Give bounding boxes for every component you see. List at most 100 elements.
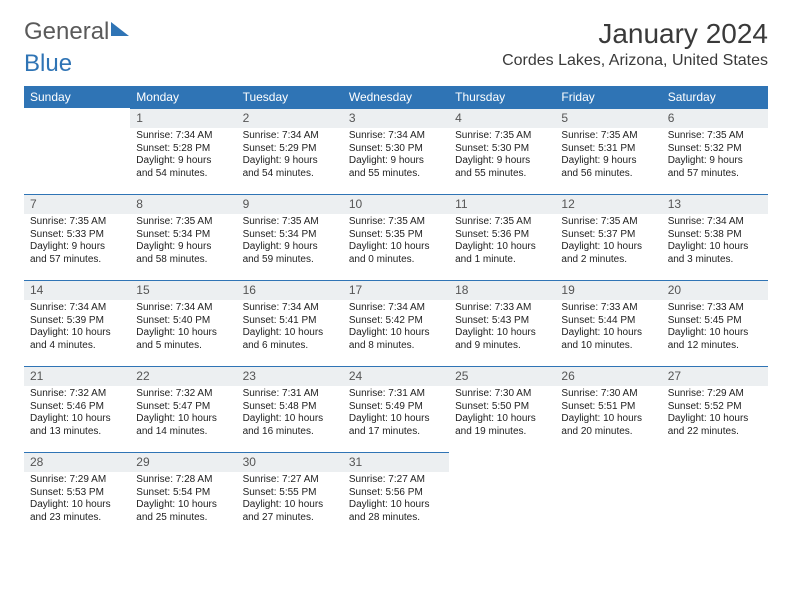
day-body: Sunrise: 7:34 AMSunset: 5:30 PMDaylight:…	[343, 128, 449, 184]
day-body: Sunrise: 7:30 AMSunset: 5:50 PMDaylight:…	[449, 386, 555, 442]
day-number: 2	[237, 108, 343, 128]
day-body: Sunrise: 7:31 AMSunset: 5:49 PMDaylight:…	[343, 386, 449, 442]
calendar-day-cell: 2Sunrise: 7:34 AMSunset: 5:29 PMDaylight…	[237, 108, 343, 194]
day-body: Sunrise: 7:33 AMSunset: 5:43 PMDaylight:…	[449, 300, 555, 356]
day-number: 23	[237, 366, 343, 386]
calendar-week-row: 28Sunrise: 7:29 AMSunset: 5:53 PMDayligh…	[24, 452, 768, 538]
calendar-day-cell: 9Sunrise: 7:35 AMSunset: 5:34 PMDaylight…	[237, 194, 343, 280]
day-body: Sunrise: 7:33 AMSunset: 5:44 PMDaylight:…	[555, 300, 661, 356]
calendar-day-cell: 17Sunrise: 7:34 AMSunset: 5:42 PMDayligh…	[343, 280, 449, 366]
day-number: 15	[130, 280, 236, 300]
calendar-day-cell: .	[662, 452, 768, 538]
calendar-day-cell: 8Sunrise: 7:35 AMSunset: 5:34 PMDaylight…	[130, 194, 236, 280]
day-number: 3	[343, 108, 449, 128]
day-number: 20	[662, 280, 768, 300]
day-number: 12	[555, 194, 661, 214]
day-number: 10	[343, 194, 449, 214]
day-body: Sunrise: 7:35 AMSunset: 5:32 PMDaylight:…	[662, 128, 768, 184]
calendar-day-cell: 25Sunrise: 7:30 AMSunset: 5:50 PMDayligh…	[449, 366, 555, 452]
day-number: 11	[449, 194, 555, 214]
day-body: Sunrise: 7:33 AMSunset: 5:45 PMDaylight:…	[662, 300, 768, 356]
brand-logo: General	[24, 18, 129, 46]
day-body: Sunrise: 7:35 AMSunset: 5:35 PMDaylight:…	[343, 214, 449, 270]
day-number: 19	[555, 280, 661, 300]
weekday-header: Thursday	[449, 86, 555, 108]
day-number: 9	[237, 194, 343, 214]
calendar-day-cell: 24Sunrise: 7:31 AMSunset: 5:49 PMDayligh…	[343, 366, 449, 452]
weekday-header: Sunday	[24, 86, 130, 108]
calendar-week-row: 7Sunrise: 7:35 AMSunset: 5:33 PMDaylight…	[24, 194, 768, 280]
calendar-week-row: 14Sunrise: 7:34 AMSunset: 5:39 PMDayligh…	[24, 280, 768, 366]
calendar-day-cell: 18Sunrise: 7:33 AMSunset: 5:43 PMDayligh…	[449, 280, 555, 366]
day-number: 30	[237, 452, 343, 472]
day-number: 21	[24, 366, 130, 386]
calendar-week-row: .1Sunrise: 7:34 AMSunset: 5:28 PMDayligh…	[24, 108, 768, 194]
weekday-header: Saturday	[662, 86, 768, 108]
calendar-day-cell: .	[24, 108, 130, 194]
calendar-day-cell: 6Sunrise: 7:35 AMSunset: 5:32 PMDaylight…	[662, 108, 768, 194]
day-number: 31	[343, 452, 449, 472]
day-body: Sunrise: 7:34 AMSunset: 5:39 PMDaylight:…	[24, 300, 130, 356]
day-body: Sunrise: 7:34 AMSunset: 5:28 PMDaylight:…	[130, 128, 236, 184]
calendar-day-cell: 5Sunrise: 7:35 AMSunset: 5:31 PMDaylight…	[555, 108, 661, 194]
calendar-day-cell: 10Sunrise: 7:35 AMSunset: 5:35 PMDayligh…	[343, 194, 449, 280]
day-body: Sunrise: 7:27 AMSunset: 5:56 PMDaylight:…	[343, 472, 449, 528]
calendar-day-cell: 1Sunrise: 7:34 AMSunset: 5:28 PMDaylight…	[130, 108, 236, 194]
weekday-header: Monday	[130, 86, 236, 108]
calendar-day-cell: 3Sunrise: 7:34 AMSunset: 5:30 PMDaylight…	[343, 108, 449, 194]
day-number: 26	[555, 366, 661, 386]
day-body: Sunrise: 7:28 AMSunset: 5:54 PMDaylight:…	[130, 472, 236, 528]
day-body: Sunrise: 7:35 AMSunset: 5:36 PMDaylight:…	[449, 214, 555, 270]
calendar-day-cell: 20Sunrise: 7:33 AMSunset: 5:45 PMDayligh…	[662, 280, 768, 366]
calendar-day-cell: 26Sunrise: 7:30 AMSunset: 5:51 PMDayligh…	[555, 366, 661, 452]
calendar-day-cell: 23Sunrise: 7:31 AMSunset: 5:48 PMDayligh…	[237, 366, 343, 452]
calendar-body: .1Sunrise: 7:34 AMSunset: 5:28 PMDayligh…	[24, 108, 768, 538]
calendar-day-cell: 31Sunrise: 7:27 AMSunset: 5:56 PMDayligh…	[343, 452, 449, 538]
brand-part2: Blue	[24, 50, 72, 77]
calendar-day-cell: 14Sunrise: 7:34 AMSunset: 5:39 PMDayligh…	[24, 280, 130, 366]
month-title: January 2024	[502, 18, 768, 50]
day-body: Sunrise: 7:34 AMSunset: 5:41 PMDaylight:…	[237, 300, 343, 356]
day-body: Sunrise: 7:27 AMSunset: 5:55 PMDaylight:…	[237, 472, 343, 528]
day-body: Sunrise: 7:35 AMSunset: 5:33 PMDaylight:…	[24, 214, 130, 270]
day-number: 22	[130, 366, 236, 386]
day-number: 29	[130, 452, 236, 472]
calendar-day-cell: 4Sunrise: 7:35 AMSunset: 5:30 PMDaylight…	[449, 108, 555, 194]
calendar-day-cell: 13Sunrise: 7:34 AMSunset: 5:38 PMDayligh…	[662, 194, 768, 280]
day-number: 8	[130, 194, 236, 214]
day-body: Sunrise: 7:35 AMSunset: 5:37 PMDaylight:…	[555, 214, 661, 270]
calendar-page: General January 2024 Cordes Lakes, Arizo…	[0, 0, 792, 556]
calendar-day-cell: 15Sunrise: 7:34 AMSunset: 5:40 PMDayligh…	[130, 280, 236, 366]
day-number: 4	[449, 108, 555, 128]
day-body: Sunrise: 7:29 AMSunset: 5:53 PMDaylight:…	[24, 472, 130, 528]
day-number: 24	[343, 366, 449, 386]
day-body: Sunrise: 7:32 AMSunset: 5:47 PMDaylight:…	[130, 386, 236, 442]
calendar-day-cell: .	[555, 452, 661, 538]
calendar-day-cell: 7Sunrise: 7:35 AMSunset: 5:33 PMDaylight…	[24, 194, 130, 280]
day-number: 25	[449, 366, 555, 386]
weekday-header: Tuesday	[237, 86, 343, 108]
day-body: Sunrise: 7:35 AMSunset: 5:34 PMDaylight:…	[130, 214, 236, 270]
calendar-day-cell: 29Sunrise: 7:28 AMSunset: 5:54 PMDayligh…	[130, 452, 236, 538]
day-number: 27	[662, 366, 768, 386]
calendar-day-cell: 30Sunrise: 7:27 AMSunset: 5:55 PMDayligh…	[237, 452, 343, 538]
day-number: 28	[24, 452, 130, 472]
day-number: 7	[24, 194, 130, 214]
day-number: 1	[130, 108, 236, 128]
calendar-day-cell: 16Sunrise: 7:34 AMSunset: 5:41 PMDayligh…	[237, 280, 343, 366]
day-number: 17	[343, 280, 449, 300]
calendar-day-cell: 19Sunrise: 7:33 AMSunset: 5:44 PMDayligh…	[555, 280, 661, 366]
day-body: Sunrise: 7:34 AMSunset: 5:29 PMDaylight:…	[237, 128, 343, 184]
weekday-header-row: SundayMondayTuesdayWednesdayThursdayFrid…	[24, 86, 768, 108]
title-block: January 2024 Cordes Lakes, Arizona, Unit…	[502, 18, 768, 70]
day-number: 16	[237, 280, 343, 300]
day-body: Sunrise: 7:34 AMSunset: 5:42 PMDaylight:…	[343, 300, 449, 356]
calendar-day-cell: .	[449, 452, 555, 538]
day-body: Sunrise: 7:35 AMSunset: 5:31 PMDaylight:…	[555, 128, 661, 184]
calendar-day-cell: 21Sunrise: 7:32 AMSunset: 5:46 PMDayligh…	[24, 366, 130, 452]
calendar-week-row: 21Sunrise: 7:32 AMSunset: 5:46 PMDayligh…	[24, 366, 768, 452]
day-body: Sunrise: 7:31 AMSunset: 5:48 PMDaylight:…	[237, 386, 343, 442]
brand-part1: General	[24, 18, 109, 46]
weekday-header: Friday	[555, 86, 661, 108]
day-number: 6	[662, 108, 768, 128]
